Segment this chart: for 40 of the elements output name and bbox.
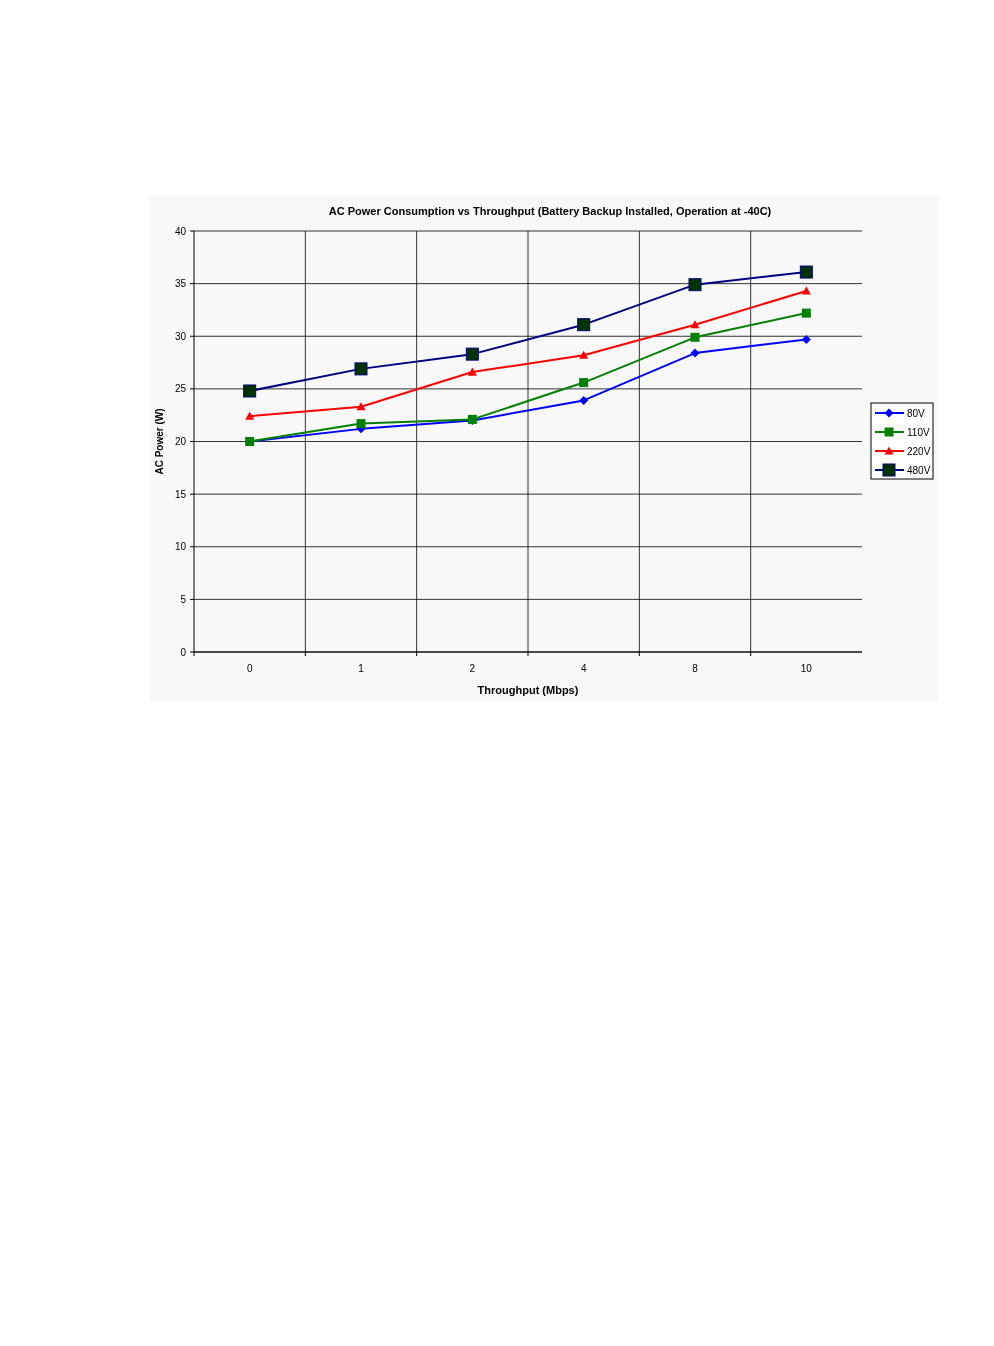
point [245,411,255,420]
point [579,378,589,388]
y-tick-label: 40 [174,225,187,237]
y-tick-label: 5 [180,593,187,605]
legend-label: 110V [907,426,930,438]
x-tick-label: 4 [580,663,587,674]
y-axis-title: AC Power (W) [154,408,165,475]
legend-label: 80V [907,407,926,419]
point [243,384,257,398]
y-tick-label: 15 [174,488,187,500]
point [465,347,479,361]
legend-label: 480V [907,464,931,476]
point [690,348,700,358]
x-tick-label: 1 [358,663,365,674]
point [579,350,589,359]
x-axis-title: Throughput (Mbps) [477,684,579,696]
y-tick-label: 30 [174,330,187,342]
point [799,265,813,279]
x-tick-label: 10 [800,663,813,674]
legend-label: 220V [907,445,931,457]
point [801,286,811,295]
x-tick-label: 0 [246,663,253,674]
point [579,395,589,405]
y-tick-label: 35 [174,278,187,290]
point [356,419,366,429]
point [354,362,368,376]
y-tick-label: 10 [174,541,187,553]
x-tick-label: 2 [469,663,476,674]
x-tick-label: 8 [692,663,699,674]
y-tick-label: 25 [174,383,187,395]
point [467,367,477,376]
point [688,278,702,292]
point [690,320,700,329]
chart-title: AC Power Consumption vs Throughput (Battery Backup Installed, Operation at -40C) [328,205,772,217]
point [801,334,811,344]
point [801,308,811,318]
y-tick-label: 0 [180,646,187,658]
point [690,332,700,342]
point [577,318,591,332]
y-tick-label: 20 [174,436,187,447]
